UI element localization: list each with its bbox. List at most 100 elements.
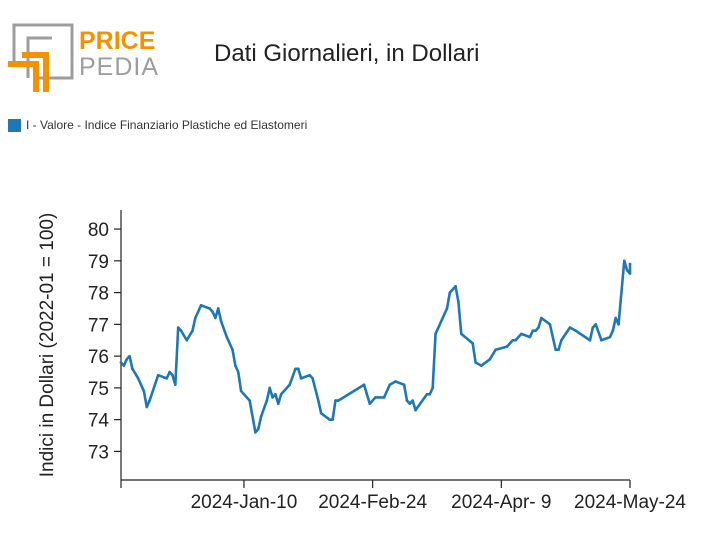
x-tick-label: 2024-Feb-24 (318, 492, 427, 513)
data-point (176, 326, 180, 329)
data-point (537, 326, 540, 329)
data-point (165, 377, 169, 380)
data-point (256, 427, 260, 431)
data-point (142, 389, 146, 393)
data-point (216, 307, 220, 310)
data-point (574, 329, 577, 333)
data-point (171, 373, 174, 377)
data-point (148, 399, 151, 402)
data-point (431, 386, 434, 390)
data-point (540, 316, 543, 320)
data-point (231, 348, 234, 352)
data-point (488, 357, 492, 361)
y-tick-label: 75 (88, 379, 109, 400)
data-point (622, 259, 626, 263)
data-point (279, 392, 283, 396)
data-point (494, 348, 497, 352)
axes: 73 74 75 76 77 78 79 80 2024-Jan-10 2024-Feb-24 20… (88, 210, 686, 513)
data-point (268, 386, 272, 390)
data-point (560, 338, 563, 342)
data-point (628, 272, 632, 275)
data-point (480, 364, 483, 367)
data-point (600, 338, 603, 342)
data-point (239, 389, 243, 393)
data-point (614, 316, 617, 320)
data-point (254, 431, 257, 434)
data-point (382, 396, 386, 399)
data-point (425, 392, 429, 396)
logo-word-price: PRICE (79, 27, 155, 55)
logo-word-pedia: PEDIA (79, 53, 158, 81)
data-point (411, 399, 414, 402)
data-point (337, 399, 340, 402)
data-point (265, 399, 269, 402)
data-point (508, 342, 512, 345)
data-point (459, 332, 463, 336)
data-point (557, 348, 560, 352)
data-point (568, 326, 572, 329)
data-point (505, 345, 509, 348)
data-point (191, 329, 194, 333)
data-point (548, 323, 552, 326)
y-tick-label: 79 (88, 252, 109, 273)
data-point (402, 383, 406, 387)
logo-mark (8, 23, 74, 92)
data-point (276, 402, 280, 406)
data-point (122, 364, 126, 367)
data-point (448, 291, 452, 294)
data-point (131, 367, 134, 371)
data-point (531, 329, 535, 333)
data-point (365, 392, 369, 396)
data-point (185, 338, 189, 342)
legend[interactable]: I - Valore - Indice Finanziario Plastich… (8, 118, 307, 132)
data-point (214, 316, 217, 320)
data-point (211, 310, 214, 313)
data-point (474, 361, 477, 364)
data-point (334, 399, 337, 402)
data-point (408, 402, 412, 406)
data-point (225, 335, 229, 339)
chart-title: Dati Giornalieri, in Dollari (214, 40, 480, 67)
data-point (288, 383, 292, 387)
y-tick-label: 80 (88, 220, 109, 241)
data-point (308, 373, 312, 377)
data-point (219, 319, 223, 323)
data-point (248, 399, 251, 402)
data-point (174, 383, 177, 387)
data-point (199, 303, 203, 307)
data-point (156, 373, 160, 377)
data-point (457, 300, 460, 304)
data-point (119, 361, 123, 364)
x-tick-label: 2024-Apr- 9 (451, 492, 551, 513)
data-point (445, 307, 449, 310)
series-layer (119, 259, 632, 434)
data-point (362, 383, 366, 387)
data-point (414, 408, 417, 412)
data-point (328, 418, 332, 421)
data-point (194, 316, 197, 320)
y-axis-label: Indici in Dollari (2022-01 = 100) (37, 213, 58, 478)
data-point (311, 377, 314, 380)
data-point (136, 377, 140, 380)
data-point (628, 262, 632, 266)
data-point (611, 329, 615, 333)
data-point (591, 326, 595, 329)
data-point (125, 357, 129, 361)
data-point (594, 323, 597, 326)
data-point (299, 377, 303, 380)
data-point (405, 399, 409, 402)
data-point (274, 392, 277, 396)
data-point (428, 392, 432, 396)
data-point (554, 348, 557, 352)
data-point (434, 332, 437, 336)
data-point (296, 367, 300, 371)
data-point (234, 364, 237, 367)
x-tick-label: 2024-May-24 (574, 492, 686, 513)
data-point (454, 284, 457, 288)
legend-label: I - Valore - Indice Finanziario Plastich… (26, 118, 308, 132)
data-point (608, 335, 612, 339)
data-point (514, 338, 517, 342)
data-point (520, 332, 523, 336)
y-tick-label: 77 (88, 315, 109, 336)
